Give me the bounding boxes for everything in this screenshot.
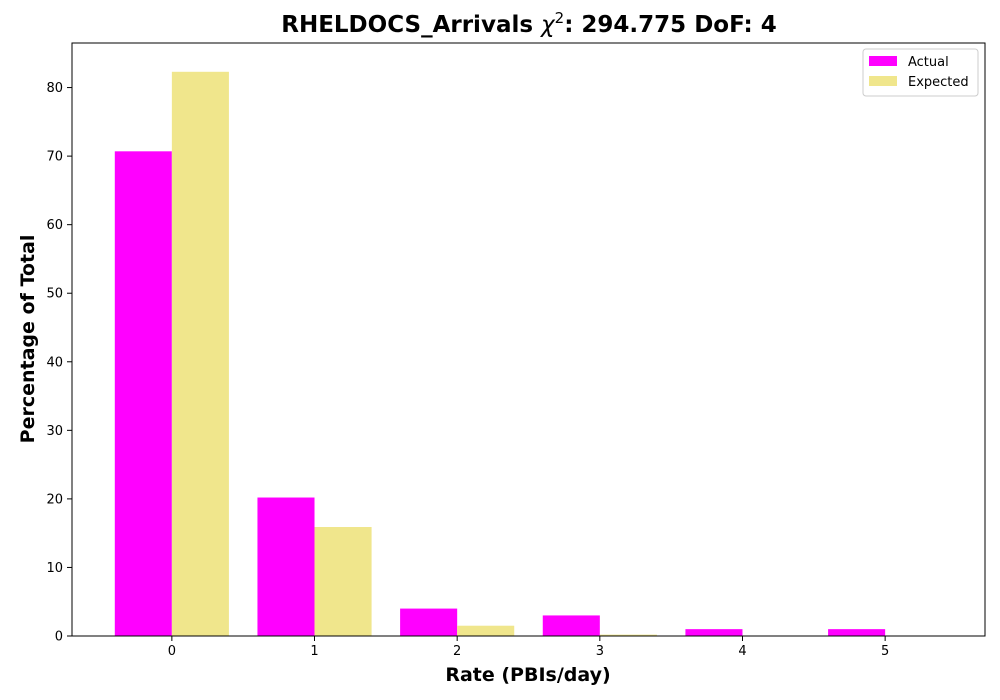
x-tick-label: 4	[738, 644, 746, 659]
bar-actual-3	[542, 615, 600, 636]
y-tick-label: 40	[46, 355, 63, 370]
x-axis-ticks: 0 1 2 3 4 5	[168, 636, 889, 659]
y-axis-ticks: 0 10 20 30 40 50 60 70 80	[46, 81, 72, 645]
legend-label-actual: Actual	[908, 55, 949, 70]
bar-expected-2	[457, 625, 515, 636]
chart-title: RHELDOCS_Arrivals χ2: 294.775 DoF: 4	[281, 9, 777, 38]
bar-expected-0	[171, 71, 229, 636]
bar-actual-0	[114, 151, 172, 636]
bar-actual-1	[257, 497, 315, 636]
bar-expected-3	[599, 634, 657, 636]
chart-title-chi-exponent: 2	[555, 9, 565, 27]
x-tick-label: 5	[881, 644, 889, 659]
plot-area-frame	[71, 42, 986, 637]
legend-swatch-expected	[869, 76, 897, 86]
legend-swatch-actual	[869, 56, 897, 66]
y-tick-label: 50	[46, 287, 63, 302]
x-tick-label: 2	[453, 644, 461, 659]
bar-actual-4	[685, 629, 743, 636]
chart-title-main: RHELDOCS_Arrivals	[281, 12, 533, 38]
x-axis-label: Rate (PBIs/day)	[445, 664, 610, 686]
chart-title-rest: : 294.775 DoF: 4	[564, 12, 777, 38]
bar-actual-2	[400, 608, 458, 636]
x-tick-label: 1	[310, 644, 318, 659]
x-tick-label: 0	[168, 644, 176, 659]
y-tick-label: 10	[46, 561, 63, 576]
bar-expected-1	[314, 526, 372, 636]
legend-label-expected: Expected	[908, 75, 969, 90]
bars-layer	[114, 71, 886, 636]
y-tick-label: 70	[46, 150, 63, 165]
x-tick-label: 3	[596, 644, 604, 659]
chart-title-chi-symbol: χ	[539, 12, 556, 38]
y-tick-label: 60	[46, 218, 63, 233]
legend: Actual Expected	[862, 48, 979, 97]
bar-actual-5	[828, 629, 886, 636]
y-tick-label: 80	[46, 81, 63, 96]
y-tick-label: 30	[46, 424, 63, 439]
y-axis-label: Percentage of Total	[17, 235, 39, 444]
y-tick-label: 0	[55, 630, 63, 645]
y-tick-label: 20	[46, 492, 63, 507]
